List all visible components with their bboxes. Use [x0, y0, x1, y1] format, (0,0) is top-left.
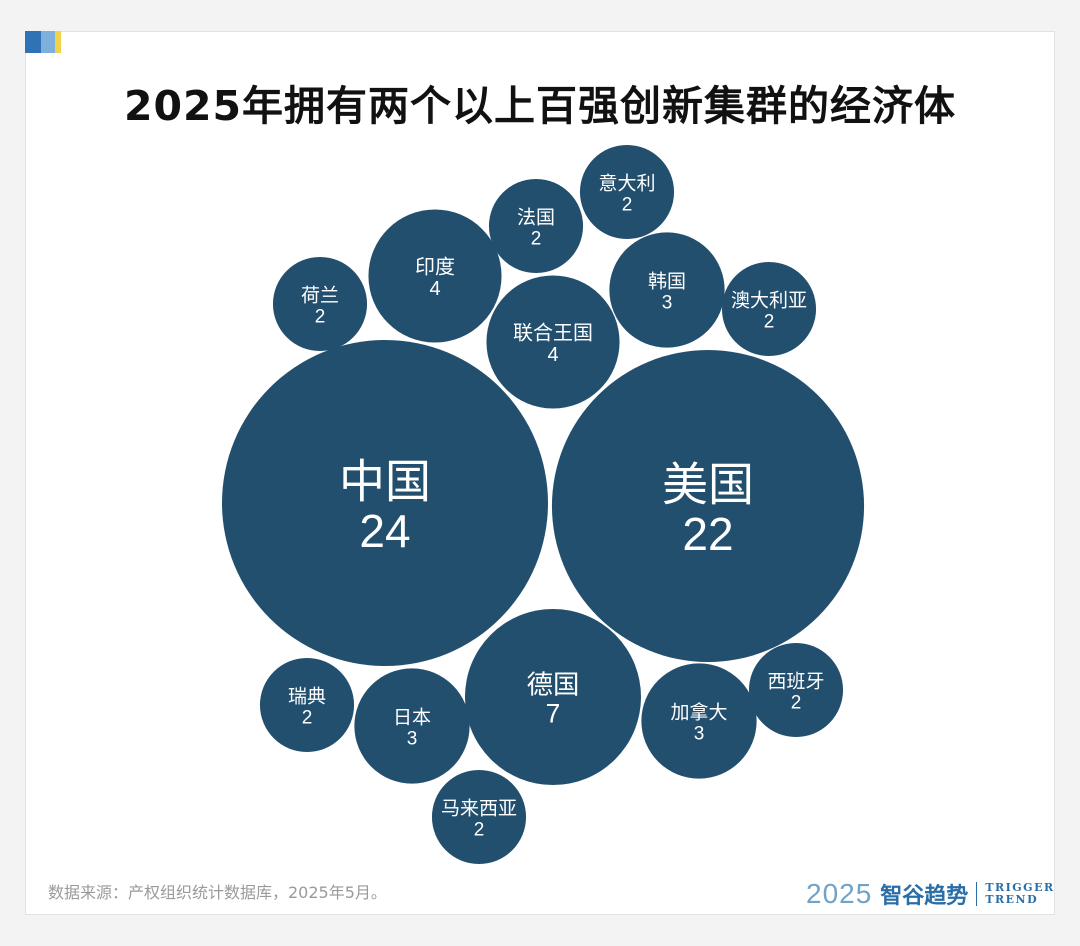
bubble-circle-0	[222, 340, 548, 666]
bubble-6: 日本3	[354, 668, 470, 784]
bubble-value-10: 2	[315, 306, 326, 327]
bubble-label-6: 日本	[393, 707, 431, 729]
bubble-circle-13	[748, 642, 844, 738]
bubble-value-11: 2	[764, 311, 775, 332]
bubble-3: 印度4	[368, 209, 502, 343]
bubble-label-7: 加拿大	[670, 701, 727, 724]
bubble-label-2: 德国	[527, 670, 580, 701]
bubble-value-6: 3	[407, 728, 418, 749]
bubble-8: 法国2	[488, 178, 584, 274]
bubble-circle-11	[721, 261, 817, 357]
bubble-circle-1	[551, 349, 865, 663]
bubble-label-10: 荷兰	[301, 285, 339, 307]
bubble-value-5: 3	[662, 292, 673, 313]
brand-year: 2025	[806, 878, 873, 909]
bubble-circle-5	[609, 232, 725, 348]
bubble-label-0: 中国	[339, 454, 431, 508]
source-note: 数据来源：产权组织统计数据库，2025年5月。	[48, 883, 387, 902]
brand-separator	[976, 882, 978, 906]
bubble-label-13: 西班牙	[767, 671, 824, 693]
bubble-label-12: 瑞典	[288, 686, 326, 708]
chart-title: 2025年拥有两个以上百强创新集群的经济体	[123, 82, 957, 130]
bubble-value-8: 2	[531, 228, 542, 249]
bubble-5: 韩国3	[609, 232, 725, 348]
bubble-label-11: 澳大利亚	[731, 290, 807, 312]
bubble-label-3: 印度	[415, 255, 455, 279]
corner-color-mark	[25, 31, 61, 53]
bubble-circle-2	[464, 608, 642, 786]
bubble-circle-10	[272, 256, 368, 352]
bubble-circle-6	[354, 668, 470, 784]
bubble-circle-14	[431, 769, 527, 865]
bubble-12: 瑞典2	[259, 657, 355, 753]
bubble-value-12: 2	[302, 707, 313, 728]
bubble-2: 德国7	[464, 608, 642, 786]
bubble-value-1: 22	[682, 508, 733, 560]
bubble-value-4: 4	[547, 344, 558, 366]
brand-en-line1: TRIGGER	[985, 881, 1055, 894]
bubble-value-7: 3	[694, 723, 705, 744]
brand-english: TRIGGER TREND	[985, 882, 1054, 906]
bubble-circle-4	[486, 275, 620, 409]
bubble-label-14: 马来西亚	[441, 798, 517, 820]
bubble-circle-12	[259, 657, 355, 753]
bubble-10: 荷兰2	[272, 256, 368, 352]
bubble-value-13: 2	[791, 692, 802, 713]
bubble-circle-9	[579, 144, 675, 240]
bubble-value-14: 2	[474, 819, 485, 840]
brand-logo: 2025 智谷趋势 TRIGGER TREND	[806, 874, 1055, 914]
bubble-circle-7	[641, 663, 757, 779]
brand-en-line2: TREND	[985, 893, 1039, 906]
bubble-value-9: 2	[622, 194, 633, 215]
brand-name: 智谷趋势	[880, 883, 969, 909]
bubble-label-4: 联合王国	[513, 321, 593, 345]
bubble-label-5: 韩国	[648, 271, 686, 293]
bubble-label-8: 法国	[517, 207, 555, 229]
bubble-value-2: 7	[546, 698, 561, 728]
bubble-value-3: 4	[429, 278, 440, 300]
bubble-label-9: 意大利	[598, 173, 655, 195]
bubble-circle-8	[488, 178, 584, 274]
bubble-circle-3	[368, 209, 502, 343]
bubble-label-1: 美国	[662, 457, 754, 511]
bubble-value-0: 24	[359, 505, 410, 557]
